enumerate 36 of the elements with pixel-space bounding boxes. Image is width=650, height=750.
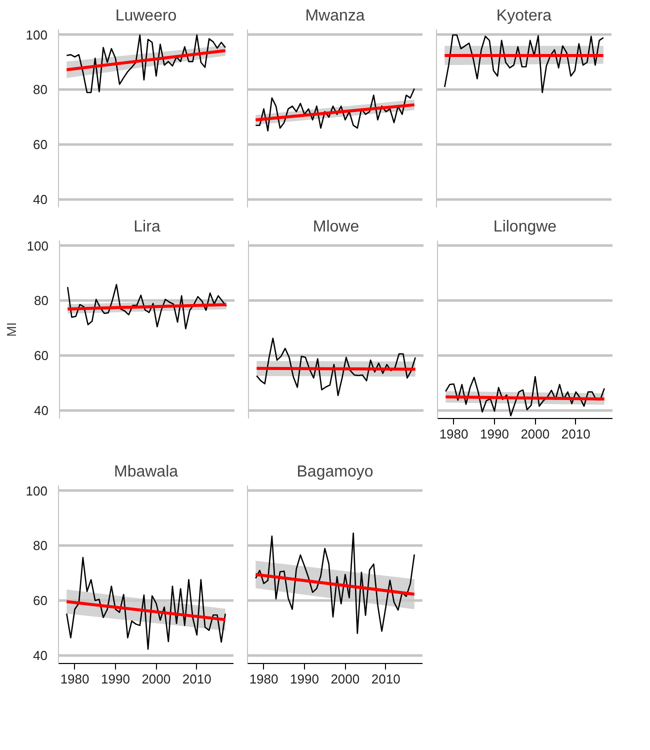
chart-title: Mwanza	[305, 8, 365, 24]
y-tick-label: 40	[33, 192, 48, 207]
line-series	[66, 556, 226, 650]
x-tick-label: 1980	[439, 426, 468, 442]
chart-title: Kyotera	[496, 8, 552, 24]
x-tick-label: 1990	[290, 672, 319, 686]
chart-title: Luweero	[115, 8, 177, 24]
chart-title: Lilongwe	[493, 218, 557, 236]
y-tick-label: 80	[33, 82, 48, 98]
line-series	[66, 284, 228, 330]
chart-title: Lira	[134, 218, 160, 236]
x-tick-label: 2000	[330, 672, 360, 686]
y-tick-label: 80	[33, 538, 48, 554]
y-axis-title: MI	[4, 322, 19, 337]
x-tick-label: 2000	[142, 672, 171, 686]
x-tick-label: 2000	[520, 426, 550, 442]
y-tick-label: 60	[34, 348, 49, 364]
y-tick-label: 100	[26, 238, 49, 254]
chart-title: Bagamoyo	[296, 464, 374, 480]
y-tick-label: 60	[33, 137, 48, 152]
chart-title: Mlowe	[312, 218, 360, 236]
x-tick-label: 1990	[480, 426, 509, 442]
x-tick-label: 1980	[60, 672, 90, 686]
y-tick-label: 100	[26, 483, 48, 498]
x-tick-label: 2010	[182, 672, 212, 686]
y-tick-label: 80	[34, 293, 49, 308]
x-tick-label: 1990	[101, 672, 130, 686]
chart-title: Mbawala	[114, 464, 178, 480]
x-tick-label: 2010	[561, 426, 590, 442]
x-tick-label: 1980	[249, 672, 278, 686]
y-tick-label: 40	[33, 648, 48, 663]
line-series	[66, 34, 226, 94]
y-tick-label: 100	[26, 27, 48, 42]
x-tick-label: 2010	[371, 672, 400, 686]
y-tick-label: 60	[33, 593, 48, 608]
y-tick-label: 40	[34, 402, 49, 418]
